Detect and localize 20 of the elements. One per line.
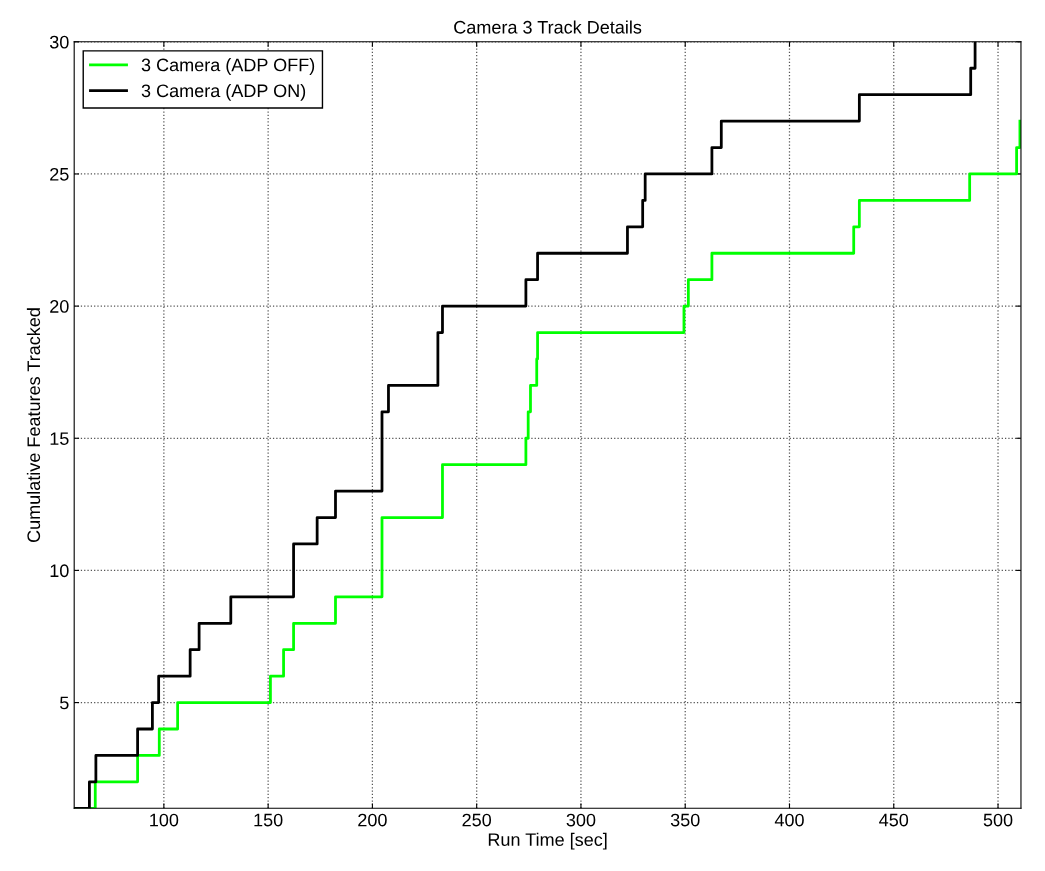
y-tick-label: 5 — [60, 696, 69, 710]
x-tick-label: 350 — [670, 813, 700, 827]
y-axis-title: Cumulative Features Tracked — [26, 308, 41, 543]
y-tick-label: 10 — [50, 564, 69, 578]
x-tick-label: 200 — [358, 813, 387, 827]
x-tick-label: 300 — [566, 813, 596, 827]
x-tick-label: 400 — [774, 813, 804, 827]
y-tick-label: 30 — [49, 35, 69, 49]
y-tick-label: 20 — [50, 300, 69, 313]
x-tick-label: 100 — [150, 813, 179, 827]
x-tick-label: 250 — [462, 813, 492, 827]
legend-label: 3 Camera (ADP OFF) — [141, 58, 315, 75]
y-tick-label: 15 — [50, 432, 69, 445]
x-tick-label: 450 — [879, 813, 909, 827]
chart-title: Camera 3 Track Details — [454, 20, 642, 34]
x-axis-title: Run Time [sec] — [488, 832, 607, 850]
legend-label: 3 Camera (ADP ON) — [141, 83, 306, 101]
y-tick-label: 25 — [50, 167, 69, 181]
x-tick-label: 150 — [254, 813, 283, 827]
x-tick-label: 500 — [983, 813, 1013, 827]
